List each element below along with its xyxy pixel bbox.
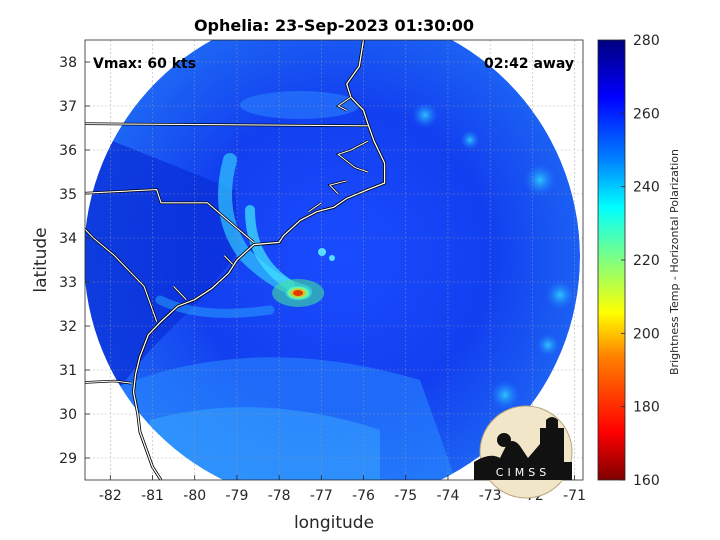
x-axis-label: longitude (294, 513, 374, 533)
x-tick-label: -74 (437, 488, 460, 504)
y-axis-label: latitude (31, 227, 51, 292)
state-border (85, 123, 368, 127)
coastlines (85, 40, 387, 480)
swath-field (85, 40, 580, 480)
colorbar-tick-label: 220 (633, 253, 660, 269)
land-cold-region (85, 120, 240, 400)
eye-spot (329, 255, 335, 261)
coastline (132, 40, 386, 480)
y-tick-label: 34 (59, 231, 77, 247)
x-tick-label: -82 (99, 488, 122, 504)
colorbar-tick-label: 180 (633, 400, 660, 416)
inlet (223, 255, 234, 265)
colorbar-tick-label: 260 (633, 106, 660, 122)
satellite-dish-icon (497, 433, 511, 447)
x-tick-label: -79 (225, 488, 248, 504)
state-border (85, 228, 158, 322)
edge-bright-spot (545, 280, 575, 310)
colorbar-label: Brightness Temp - Horizontal Polarizatio… (668, 149, 681, 375)
y-tick-label: 29 (59, 451, 77, 467)
edge-bright-spot (490, 380, 520, 410)
inlet (308, 202, 322, 213)
y-tick-label: 31 (59, 363, 77, 379)
y-tick-label: 35 (59, 187, 77, 203)
inlet (328, 180, 347, 195)
vmax-annotation: Vmax: 60 kts (93, 56, 196, 72)
colorbar: 160 180 200 220 240 260 280 Brightness Temp - … (597, 33, 681, 489)
chart-title: Ophelia: 23-Sep-2023 01:30:00 (194, 16, 474, 35)
edge-bright-spot (412, 102, 438, 128)
grid-lines (85, 40, 583, 480)
state-border (85, 380, 132, 384)
northern-band (240, 91, 360, 119)
eye-spot (318, 248, 326, 256)
logo-banner (474, 462, 572, 480)
x-tick-label: -73 (479, 488, 502, 504)
southern-warm-region-inner (150, 407, 380, 480)
edge-bright-spot (536, 333, 560, 357)
warm-core-center (293, 290, 304, 296)
state-border-outline (85, 84, 86, 86)
cimss-logo: CIMSS (474, 405, 573, 499)
inlet (173, 286, 187, 300)
inlet (337, 140, 369, 173)
y-tick-label: 37 (59, 99, 77, 115)
rainband-south (155, 295, 275, 318)
brightness-temp-swath (85, 40, 580, 480)
colorbar-tick-label: 160 (633, 473, 660, 489)
x-tick-label: -75 (394, 488, 417, 504)
colorbar-tick-label: 200 (633, 326, 660, 342)
state-border (85, 189, 255, 243)
x-tick-label: -77 (310, 488, 333, 504)
logo-text: CIMSS (496, 466, 550, 479)
colorbar-ticks: 160 180 200 220 240 260 280 (621, 33, 660, 489)
y-tick-label: 32 (59, 319, 77, 335)
y-tick-label: 30 (59, 407, 77, 423)
colorbar-tick-label: 240 (633, 180, 660, 196)
plot-area: -82-81-80-79-78-77-76-75-74-73-72-71 293… (59, 39, 586, 504)
edge-bright-spot (524, 164, 556, 196)
edge-bright-spot (460, 130, 480, 150)
y-tick-label: 38 (59, 55, 77, 71)
plot-frame (84, 39, 584, 481)
x-tick-label: -76 (352, 488, 375, 504)
x-tick-label: -78 (268, 488, 291, 504)
y-tick-label: 36 (59, 143, 77, 159)
y-tick-label: 33 (59, 275, 77, 291)
state-border (85, 84, 86, 85)
x-tick-label: -71 (563, 488, 586, 504)
y-ticks: 29 30 31 32 33 34 35 36 37 38 (59, 55, 90, 467)
colorbar-gradient (597, 39, 626, 481)
x-tick-label: -80 (183, 488, 206, 504)
x-tick-label: -81 (141, 488, 164, 504)
colorbar-tick-label: 280 (633, 33, 660, 49)
time-away-annotation: 02:42 away (484, 56, 574, 72)
rainband-inner (245, 205, 295, 290)
